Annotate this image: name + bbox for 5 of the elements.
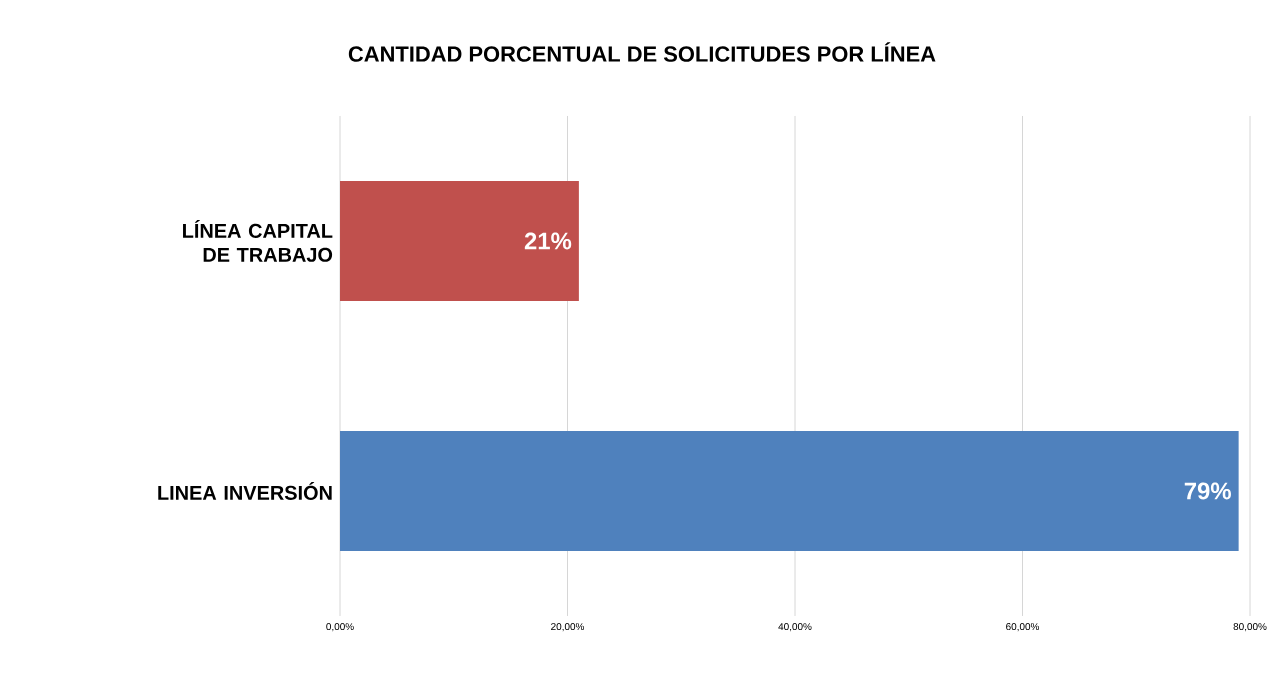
chart-title: CANTIDAD PORCENTUAL DE SOLICITUDES POR LÍNEA <box>348 42 936 62</box>
data-label: 21% <box>524 232 572 250</box>
data-label: 79% <box>1184 482 1231 500</box>
y-tick-label: LÍNEA CAPITAL DE TRABAJO <box>183 220 333 262</box>
y-tick-label: LINEA INVERSIÓN <box>158 482 332 500</box>
